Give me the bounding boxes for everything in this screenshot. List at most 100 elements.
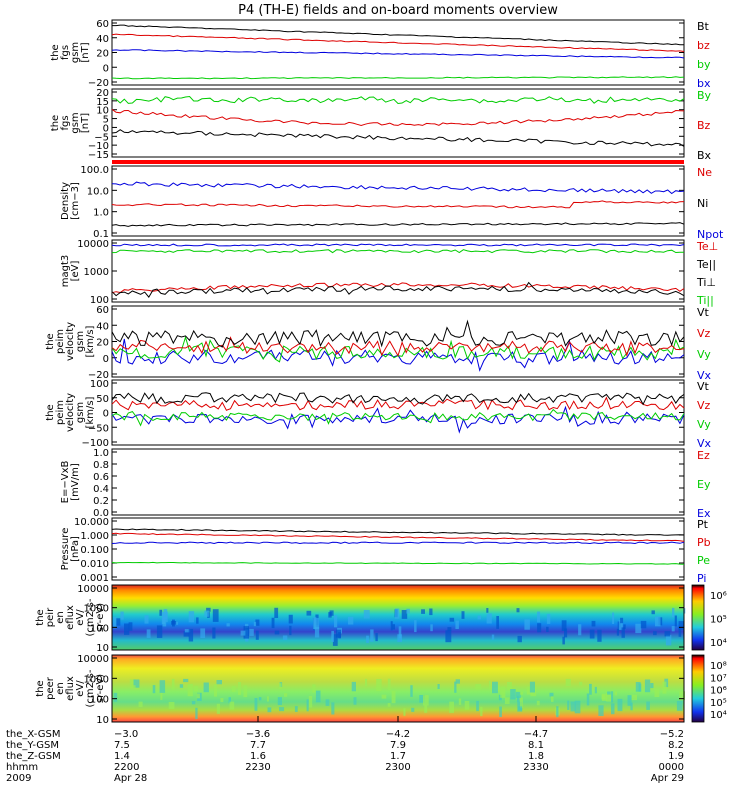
y-axis-label-line: [km/s]: [85, 325, 96, 357]
y-axis-label-line: the: [50, 44, 61, 60]
spectrogram-texture: [159, 680, 166, 693]
y-tick-label: 1000: [84, 267, 109, 278]
colorbar: [691, 584, 705, 651]
legend-item: Ni: [697, 197, 708, 210]
trace-Pi: [111, 541, 685, 545]
spectrogram-texture: [589, 683, 592, 695]
spectrogram-texture: [282, 635, 288, 640]
legend-item: Vt: [697, 306, 710, 319]
ephemeris-table: the_X-GSMthe_Y-GSMthe_Z-GSMhhmm2009−3.07…: [6, 716, 685, 784]
trace-Vy: [111, 335, 685, 363]
spectrogram-texture: [138, 701, 143, 707]
colorbar: [691, 654, 705, 723]
spectrogram-texture: [171, 621, 177, 625]
legend-item: Vt: [697, 380, 710, 393]
trace-Vt-i: [111, 392, 685, 406]
spectrogram-texture: [475, 684, 482, 690]
trace-Vz: [111, 336, 685, 357]
y-axis-label-line: [nT]: [80, 42, 91, 62]
legend-item: Pe: [697, 554, 710, 567]
y-tick-label: 0.001: [80, 573, 109, 584]
spectrogram-texture: [421, 609, 425, 614]
trace-By: [111, 95, 685, 105]
spectrogram-texture: [212, 627, 216, 639]
spectrogram-texture: [312, 684, 316, 693]
spectrogram-texture: [510, 689, 516, 700]
spectrogram-texture: [160, 691, 163, 700]
spectrogram-texture: [183, 678, 189, 683]
spectrogram-texture: [366, 635, 369, 643]
spectrogram-texture: [461, 611, 465, 619]
trace-Pe: [111, 561, 685, 565]
spectrogram-texture: [398, 626, 402, 639]
spectrogram-texture: [640, 620, 647, 629]
panel-frame: [111, 165, 685, 237]
y-axis-label-line: the: [35, 680, 46, 696]
spectrogram-texture: [414, 620, 417, 633]
spectrogram-texture: [546, 626, 549, 632]
trace-Ti-perp: [111, 281, 685, 298]
trace-Ne: [111, 200, 685, 209]
spectrogram-texture: [163, 609, 168, 619]
spectrogram-texture: [144, 615, 149, 624]
y-axis-label: thefgsgsm[nT]: [50, 112, 91, 133]
spectrogram-texture: [124, 623, 130, 635]
spectrogram-texture: [679, 691, 685, 701]
spectrogram-texture: [315, 690, 321, 703]
spectrogram-texture: [665, 634, 672, 646]
y-axis-label: Pressure[nPa]: [60, 528, 81, 571]
spectrogram-texture: [579, 681, 583, 686]
y-axis-label: magt3[eV]: [60, 255, 81, 288]
spectrogram-texture: [496, 616, 499, 629]
spectrogram-texture: [458, 698, 462, 705]
spectrogram-texture: [430, 624, 433, 632]
colorbar-tick-label: 10⁶: [710, 591, 727, 602]
trace-Pb: [111, 532, 685, 542]
y-tick-label: 1000: [84, 674, 109, 685]
spectrogram-texture: [375, 633, 378, 642]
spectrogram-texture: [662, 681, 667, 694]
y-axis-label-line: [cm−3]: [70, 182, 81, 220]
ephemeris-value: 1.7: [390, 751, 406, 762]
spectrogram-texture: [152, 685, 156, 694]
y-axis-label-line: eV/: [75, 680, 86, 697]
spectrogram-texture: [226, 623, 230, 627]
panel-density: 100.0 10.0 1.0 0.1 Density[cm−3] Ne Ni Npot: [60, 165, 724, 241]
spectrogram-texture: [188, 628, 194, 642]
ephemeris-value: 1.8: [528, 751, 544, 762]
spectrogram-texture: [561, 620, 567, 631]
spectrogram-texture: [546, 613, 551, 624]
ephemeris-value: 7.9: [390, 740, 406, 751]
y-tick-label: −5: [94, 132, 109, 143]
y-tick-label: 10: [96, 106, 109, 117]
colorbar-tick-label: 10⁴: [710, 638, 727, 649]
spectrogram-texture: [255, 619, 260, 626]
y-tick-label: 0.100: [80, 545, 109, 556]
chart-title: P4 (TH-E) fields and on-board moments ov…: [238, 3, 558, 18]
y-tick-label: 5: [103, 115, 109, 126]
spectrogram-texture: [306, 610, 312, 616]
y-axis-label-line: (cm2-s-: [85, 598, 96, 636]
y-axis-label: thefgsgsm[nT]: [50, 42, 91, 63]
ephemeris-row-label: hhmm: [6, 762, 38, 773]
y-tick-label: 20: [96, 88, 109, 99]
spectrogram-texture: [617, 698, 623, 712]
spectrogram-texture: [365, 678, 368, 687]
spectrogram-texture: [325, 699, 330, 706]
spectrogram-texture: [277, 697, 282, 705]
y-tick-label: 60: [96, 305, 109, 316]
spectrogram-texture: [363, 610, 370, 619]
y-tick-label: −15: [88, 150, 109, 161]
legend-item: by: [697, 58, 711, 71]
legend-item: Bz: [697, 119, 711, 132]
spectrogram-texture: [314, 627, 320, 638]
spectrogram-texture: [353, 697, 357, 705]
spectrogram-texture: [128, 622, 133, 631]
y-tick-label: 10000: [77, 239, 109, 250]
y-axis-label-line: [mV/m]: [70, 463, 81, 501]
trace-Vx-i: [111, 405, 685, 434]
spectrogram-texture: [449, 617, 455, 622]
legend-item: Vx: [697, 369, 712, 382]
